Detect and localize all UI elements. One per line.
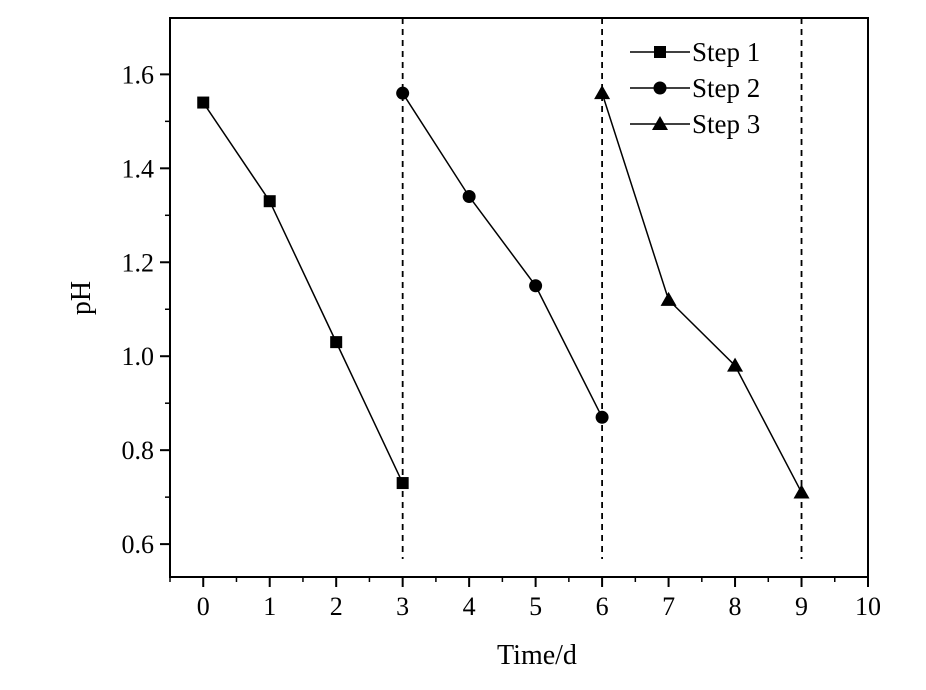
series-line (202, 102, 404, 484)
series-line (402, 92, 603, 418)
x-tick-label: 5 (529, 592, 542, 621)
y-tick-label: 1.6 (122, 60, 155, 89)
x-tick-label: 8 (729, 592, 742, 621)
x-axis-label: Time/d (497, 640, 577, 671)
legend-label: Step 2 (692, 73, 760, 103)
x-tick-label: 6 (596, 592, 609, 621)
data-point (660, 291, 677, 306)
legend-item: Step 2 (630, 73, 760, 103)
y-tick-label: 1.4 (122, 154, 155, 183)
data-point (594, 85, 611, 100)
series-1 (197, 96, 409, 490)
x-tick-label: 4 (463, 592, 476, 621)
y-tick-label: 1.2 (122, 248, 155, 277)
legend-item: Step 3 (630, 109, 760, 139)
x-tick-label: 2 (330, 592, 343, 621)
x-tick-label: 3 (396, 592, 409, 621)
data-point (595, 410, 609, 424)
legend-marker (652, 116, 668, 130)
x-tick-label: 1 (263, 592, 276, 621)
legend-marker (653, 81, 667, 95)
x-tick-label: 7 (662, 592, 675, 621)
data-point (330, 336, 343, 349)
data-point (197, 96, 210, 109)
legend-label: Step 1 (692, 37, 760, 67)
y-tick-label: 0.8 (122, 436, 155, 465)
data-point (793, 484, 810, 499)
x-tick-label: 9 (795, 592, 808, 621)
legend-label: Step 3 (692, 109, 760, 139)
x-tick-label: 10 (855, 592, 881, 621)
data-point (396, 86, 410, 100)
legend: Step 1 Step 2 Step 3 (630, 37, 760, 139)
data-point (263, 195, 276, 208)
data-point (396, 477, 409, 490)
x-tick-label: 0 (197, 592, 210, 621)
legend-marker (654, 46, 666, 58)
data-point (727, 357, 744, 372)
vertical-dashed-lines (401, 18, 803, 559)
plot-frame (169, 17, 869, 578)
series-group (197, 85, 810, 499)
y-axis-label: pH (66, 281, 97, 315)
legend-item: Step 1 (630, 37, 760, 67)
y-tick-label: 0.6 (122, 530, 155, 559)
data-point (529, 279, 543, 293)
data-point (462, 190, 476, 204)
axes: 0 1 2 3 4 5 6 7 8 9 10 0.6 0.8 1.0 1.2 1.4 1.6 (122, 60, 882, 621)
series-2 (396, 86, 609, 424)
series-line (601, 92, 803, 493)
series-3 (594, 85, 810, 499)
y-tick-label: 1.0 (122, 342, 155, 371)
